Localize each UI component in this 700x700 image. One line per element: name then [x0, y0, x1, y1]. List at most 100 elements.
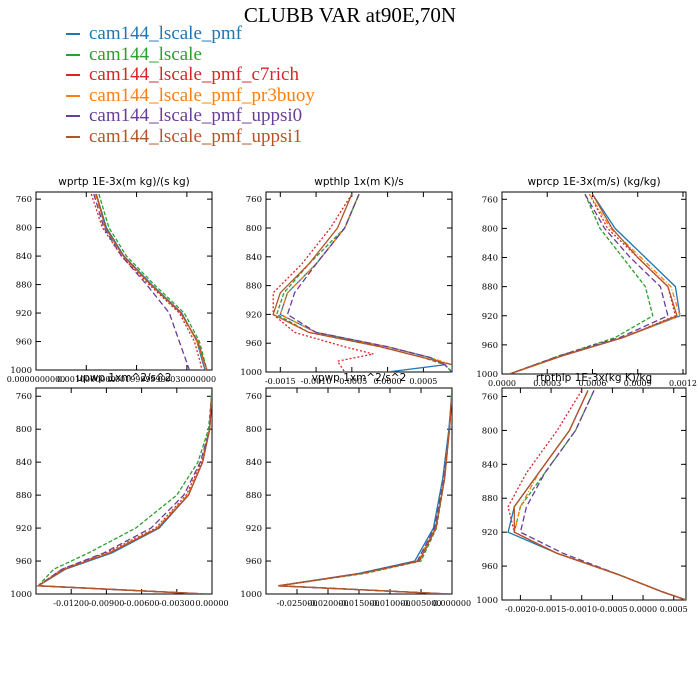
y-tick-label: 1000 — [476, 596, 498, 606]
series-line — [275, 193, 452, 372]
series-line — [36, 390, 212, 594]
x-tick-label: 0.0030000000 — [158, 375, 217, 384]
y-tick-label: 960 — [482, 341, 498, 351]
y-tick-label: 880 — [482, 283, 498, 293]
x-tick-label: 0.0005 — [409, 377, 437, 386]
x-tick-label: 0.0005 — [660, 605, 688, 614]
x-tick-label: -0.00600 — [124, 599, 160, 608]
panel-title: wprcp 1E-3x(m/s) (kg/kg) — [527, 176, 660, 188]
x-tick-label: 0.0000000000 — [7, 375, 66, 384]
y-tick-label: 880 — [16, 491, 32, 501]
legend-item: cam144_lscale_pmf_uppsi0 — [66, 105, 315, 127]
series-line — [36, 390, 212, 594]
x-tick-label: -0.0005 — [336, 377, 367, 386]
y-tick-label: 760 — [16, 195, 32, 205]
series-line — [509, 193, 681, 374]
y-tick-label: 840 — [246, 458, 262, 468]
x-tick-label: -0.0020 — [505, 605, 536, 614]
series-line — [509, 193, 678, 374]
legend-item: cam144_lscale_pmf_uppsi1 — [66, 126, 315, 148]
y-tick-label: 1000 — [240, 590, 262, 600]
y-tick-label: 760 — [16, 392, 32, 402]
y-tick-label: 760 — [246, 392, 262, 402]
series-line — [278, 390, 452, 594]
y-tick-label: 880 — [246, 491, 262, 501]
panel-frame — [35, 191, 213, 371]
panel-title: wpthlp 1x(m K)/s — [314, 176, 404, 188]
legend-item: cam144_lscale_pmf — [66, 23, 315, 45]
legend-label: cam144_lscale — [89, 43, 202, 65]
x-tick-label: -0.0010 — [301, 377, 332, 386]
legend-item: cam144_lscale_pmf_c7rich — [66, 64, 315, 86]
y-tick-label: 840 — [246, 253, 262, 263]
y-tick-label: 960 — [246, 339, 262, 349]
y-tick-label: 800 — [482, 426, 498, 436]
legend-label: cam144_lscale_pmf_pr3buoy — [89, 84, 315, 106]
panel-frame — [265, 387, 453, 595]
y-tick-label: 800 — [16, 224, 32, 234]
x-tick-label: -0.00900 — [89, 599, 125, 608]
x-tick-label: 0.0003 — [533, 379, 561, 388]
series-line — [36, 390, 212, 594]
x-tick-label: 0.00000 — [195, 599, 228, 608]
x-tick-label: -0.020000 — [308, 599, 349, 608]
y-tick-label: 840 — [482, 254, 498, 264]
legend-swatch — [66, 115, 80, 118]
x-tick-label: 0.0010000000 — [57, 375, 116, 384]
panel-title: vpwp 1xm^2/s^2 — [312, 372, 407, 384]
series-line — [278, 390, 452, 594]
series-line — [36, 390, 212, 594]
x-tick-label: 0.0019999999 — [107, 375, 166, 384]
panel-frame — [501, 191, 687, 375]
series-line — [507, 390, 686, 600]
legend-swatch — [66, 74, 80, 77]
y-tick-label: 880 — [246, 282, 262, 292]
x-tick-label: 0.0000 — [488, 379, 516, 388]
series-line — [94, 193, 207, 370]
y-tick-label: 800 — [246, 425, 262, 435]
series-line — [36, 390, 212, 594]
y-tick-label: 920 — [246, 310, 262, 320]
y-tick-label: 960 — [482, 562, 498, 572]
panel-frame — [265, 191, 453, 373]
legend-label: cam144_lscale_pmf_c7rich — [89, 64, 299, 86]
series-line — [509, 193, 681, 374]
x-tick-label: -0.0010 — [566, 605, 597, 614]
x-tick-label: -0.0015 — [536, 605, 567, 614]
legend: cam144_lscale_pmf cam144_lscale cam144_l… — [66, 23, 315, 148]
series-line — [98, 193, 208, 370]
y-tick-label: 880 — [16, 281, 32, 291]
y-tick-label: 800 — [16, 425, 32, 435]
panel-title: upwp 1xm^2/s^2 — [77, 372, 172, 384]
y-tick-label: 920 — [246, 524, 262, 534]
y-tick-label: 1000 — [240, 368, 262, 378]
y-tick-label: 920 — [16, 309, 32, 319]
y-tick-label: 840 — [482, 460, 498, 470]
series-line — [95, 193, 206, 370]
series-line — [509, 193, 677, 374]
series-line — [509, 193, 669, 374]
x-tick-label: -0.015000 — [339, 599, 380, 608]
x-tick-label: 0.0000 — [629, 605, 657, 614]
series-line — [36, 390, 212, 594]
x-tick-label: -0.01200 — [53, 599, 89, 608]
series-line — [507, 390, 686, 600]
legend-swatch — [66, 135, 80, 138]
x-tick-label: 0.0006 — [578, 379, 606, 388]
legend-swatch — [66, 33, 80, 36]
y-tick-label: 760 — [482, 392, 498, 402]
series-line — [90, 193, 203, 370]
y-tick-label: 1000 — [10, 366, 32, 376]
legend-item: cam144_lscale — [66, 43, 315, 66]
y-tick-label: 800 — [246, 224, 262, 234]
panel-title: rtpthlp 1E-3x(kg K)/kg — [536, 372, 652, 384]
x-tick-label: 0.0012 — [669, 379, 697, 388]
y-tick-label: 1000 — [476, 370, 498, 380]
series-line — [272, 193, 452, 372]
y-tick-label: 760 — [482, 195, 498, 205]
series-line — [513, 390, 686, 600]
figure-title: CLUBB VAR at90E,70N — [243, 3, 457, 27]
y-tick-label: 880 — [482, 494, 498, 504]
series-line — [272, 193, 374, 372]
